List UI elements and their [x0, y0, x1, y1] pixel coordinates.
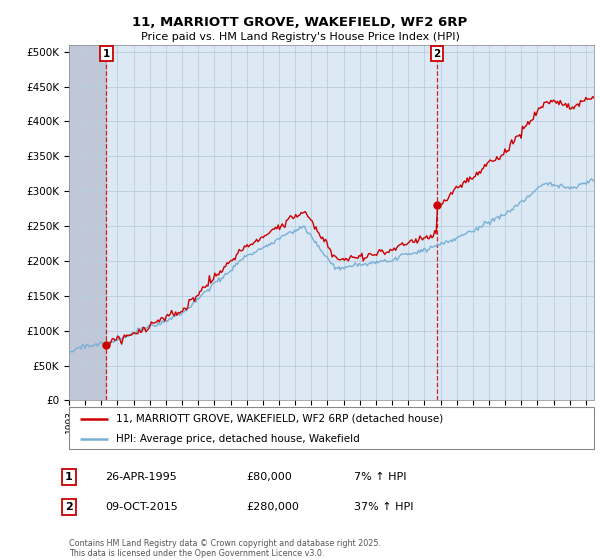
Text: 2: 2 [65, 502, 73, 512]
Text: 1: 1 [65, 472, 73, 482]
Bar [69, 45, 106, 400]
Text: £280,000: £280,000 [246, 502, 299, 512]
Text: 09-OCT-2015: 09-OCT-2015 [105, 502, 178, 512]
Text: Contains HM Land Registry data © Crown copyright and database right 2025.
This d: Contains HM Land Registry data © Crown c… [69, 539, 381, 558]
Text: 1: 1 [103, 49, 110, 59]
Text: 11, MARRIOTT GROVE, WAKEFIELD, WF2 6RP: 11, MARRIOTT GROVE, WAKEFIELD, WF2 6RP [133, 16, 467, 29]
Text: 26-APR-1995: 26-APR-1995 [105, 472, 177, 482]
Text: Price paid vs. HM Land Registry's House Price Index (HPI): Price paid vs. HM Land Registry's House … [140, 32, 460, 42]
FancyBboxPatch shape [69, 407, 594, 449]
Text: HPI: Average price, detached house, Wakefield: HPI: Average price, detached house, Wake… [116, 433, 360, 444]
Text: 37% ↑ HPI: 37% ↑ HPI [354, 502, 413, 512]
Text: £80,000: £80,000 [246, 472, 292, 482]
Text: 11, MARRIOTT GROVE, WAKEFIELD, WF2 6RP (detached house): 11, MARRIOTT GROVE, WAKEFIELD, WF2 6RP (… [116, 414, 443, 424]
Text: 2: 2 [433, 49, 440, 59]
Text: 7% ↑ HPI: 7% ↑ HPI [354, 472, 407, 482]
